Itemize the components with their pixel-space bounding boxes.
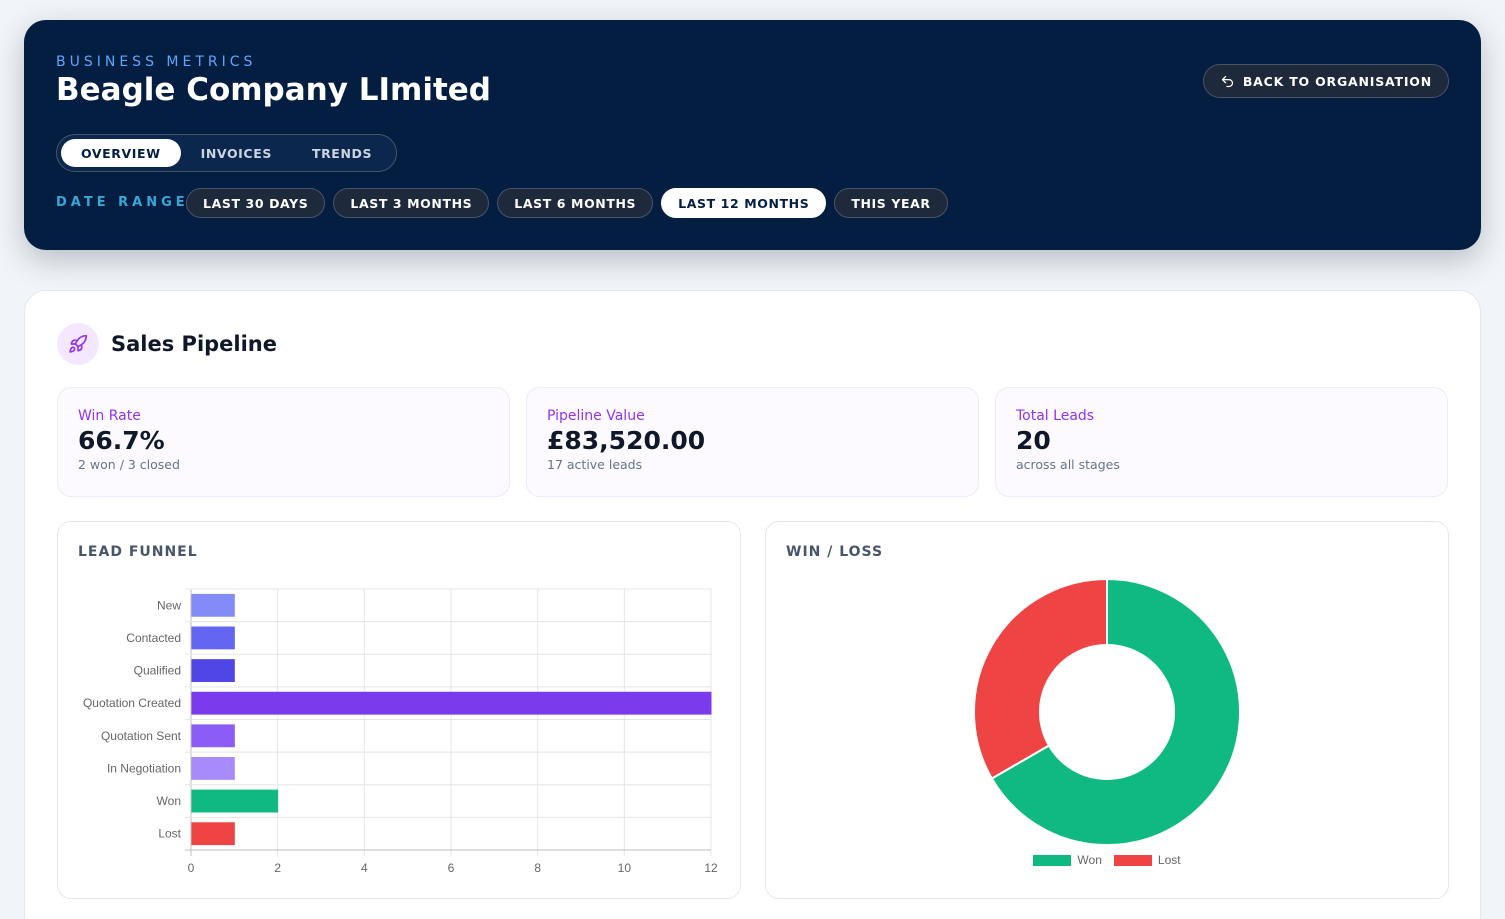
stat-label: Pipeline Value <box>547 408 645 424</box>
rocket-icon <box>57 323 99 365</box>
funnel-bar[interactable] <box>191 659 235 682</box>
range-last-3-months[interactable]: LAST 3 MONTHS <box>333 188 490 218</box>
x-tick-label: 2 <box>274 861 281 875</box>
funnel-bar[interactable] <box>191 691 712 715</box>
donut-slice-won[interactable] <box>990 577 1241 846</box>
view-tabs: OVERVIEW INVOICES TRENDS <box>56 134 398 172</box>
x-tick-label: 12 <box>704 861 718 875</box>
stat-label: Total Leads <box>1016 408 1095 424</box>
y-tick-label: Quotation Sent <box>101 729 182 743</box>
funnel-bar[interactable] <box>191 593 235 617</box>
win-loss-chart <box>973 577 1241 846</box>
stat-subtext: across all stages <box>1016 457 1120 472</box>
date-range-options: LAST 30 DAYS LAST 3 MONTHS LAST 6 MONTHS… <box>186 188 948 218</box>
back-to-organisation-button[interactable]: BACK TO ORGANISATION <box>1202 64 1449 98</box>
range-this-year[interactable]: THIS YEAR <box>834 188 948 218</box>
x-tick-label: 0 <box>188 861 195 875</box>
x-tick-label: 4 <box>361 861 368 875</box>
win-loss-title: WIN / LOSS <box>786 544 884 560</box>
tab-overview[interactable]: OVERVIEW <box>61 139 181 167</box>
y-tick-label: New <box>157 598 181 612</box>
range-last-30-days[interactable]: LAST 30 DAYS <box>186 188 326 218</box>
legend-label: Won <box>1077 853 1102 867</box>
legend-swatch <box>1033 854 1072 866</box>
funnel-bar[interactable] <box>191 822 235 846</box>
x-tick-label: 10 <box>618 861 632 875</box>
range-last-6-months[interactable]: LAST 6 MONTHS <box>497 188 654 218</box>
tab-invoices[interactable]: INVOICES <box>200 145 272 161</box>
range-last-12-months[interactable]: LAST 12 MONTHS <box>661 188 827 218</box>
lead-funnel-panel: LEAD FUNNEL 0 2 4 6 8 10 12 New Contacted Qualifi… <box>57 521 741 899</box>
y-tick-label: Lost <box>158 827 181 841</box>
lead-funnel-title: LEAD FUNNEL <box>78 544 198 560</box>
section-header: Sales Pipeline <box>57 323 277 365</box>
stat-subtext: 2 won / 3 closed <box>78 457 180 472</box>
stat-win-rate: Win Rate 66.7% 2 won / 3 closed <box>57 387 510 497</box>
y-tick-label: In Negotiation <box>107 761 181 775</box>
page-eyebrow: BUSINESS METRICS <box>56 54 257 70</box>
stat-label: Win Rate <box>78 408 141 424</box>
stat-subtext: 17 active leads <box>547 457 643 472</box>
sales-pipeline-card: Sales Pipeline Win Rate 66.7% 2 won / 3 … <box>24 290 1481 919</box>
y-tick-label: Quotation Created <box>83 696 181 710</box>
funnel-bar[interactable] <box>191 757 235 780</box>
funnel-bar[interactable] <box>191 724 235 748</box>
y-tick-label: Contacted <box>126 631 181 645</box>
legend-swatch <box>1113 854 1152 866</box>
funnel-bar[interactable] <box>191 626 235 650</box>
back-arrow-icon <box>1221 75 1233 87</box>
legend-item-lost[interactable]: Lost <box>1113 853 1181 867</box>
win-loss-panel: WIN / LOSS Won Lost <box>765 521 1449 899</box>
stat-value: 20 <box>1016 426 1051 455</box>
stat-value: £83,520.00 <box>547 426 706 455</box>
y-tick-label: Won <box>157 794 181 808</box>
stat-value: 66.7% <box>78 426 165 455</box>
tab-trends[interactable]: TRENDS <box>311 145 373 161</box>
header-banner: BUSINESS METRICS Beagle Company LImited … <box>24 20 1481 250</box>
y-tick-label: Qualified <box>134 664 181 678</box>
x-tick-label: 8 <box>534 861 541 875</box>
win-loss-legend: Won Lost <box>766 853 1448 867</box>
page-title: Beagle Company LImited <box>56 72 491 108</box>
stat-total-leads: Total Leads 20 across all stages <box>995 387 1448 497</box>
back-button-label: BACK TO ORGANISATION <box>1242 73 1432 89</box>
funnel-bar[interactable] <box>191 789 279 813</box>
stat-pipeline-value: Pipeline Value £83,520.00 17 active lead… <box>526 387 979 497</box>
legend-label: Lost <box>1157 853 1181 867</box>
date-range-label: DATE RANGE <box>56 195 189 210</box>
lead-funnel-chart: 0 2 4 6 8 10 12 New Contacted Qualified Quotation … <box>83 588 718 875</box>
donut-slice-lost[interactable] <box>973 577 1108 780</box>
section-title: Sales Pipeline <box>111 332 278 356</box>
x-tick-label: 6 <box>448 861 455 875</box>
legend-item-won[interactable]: Won <box>1033 853 1102 867</box>
